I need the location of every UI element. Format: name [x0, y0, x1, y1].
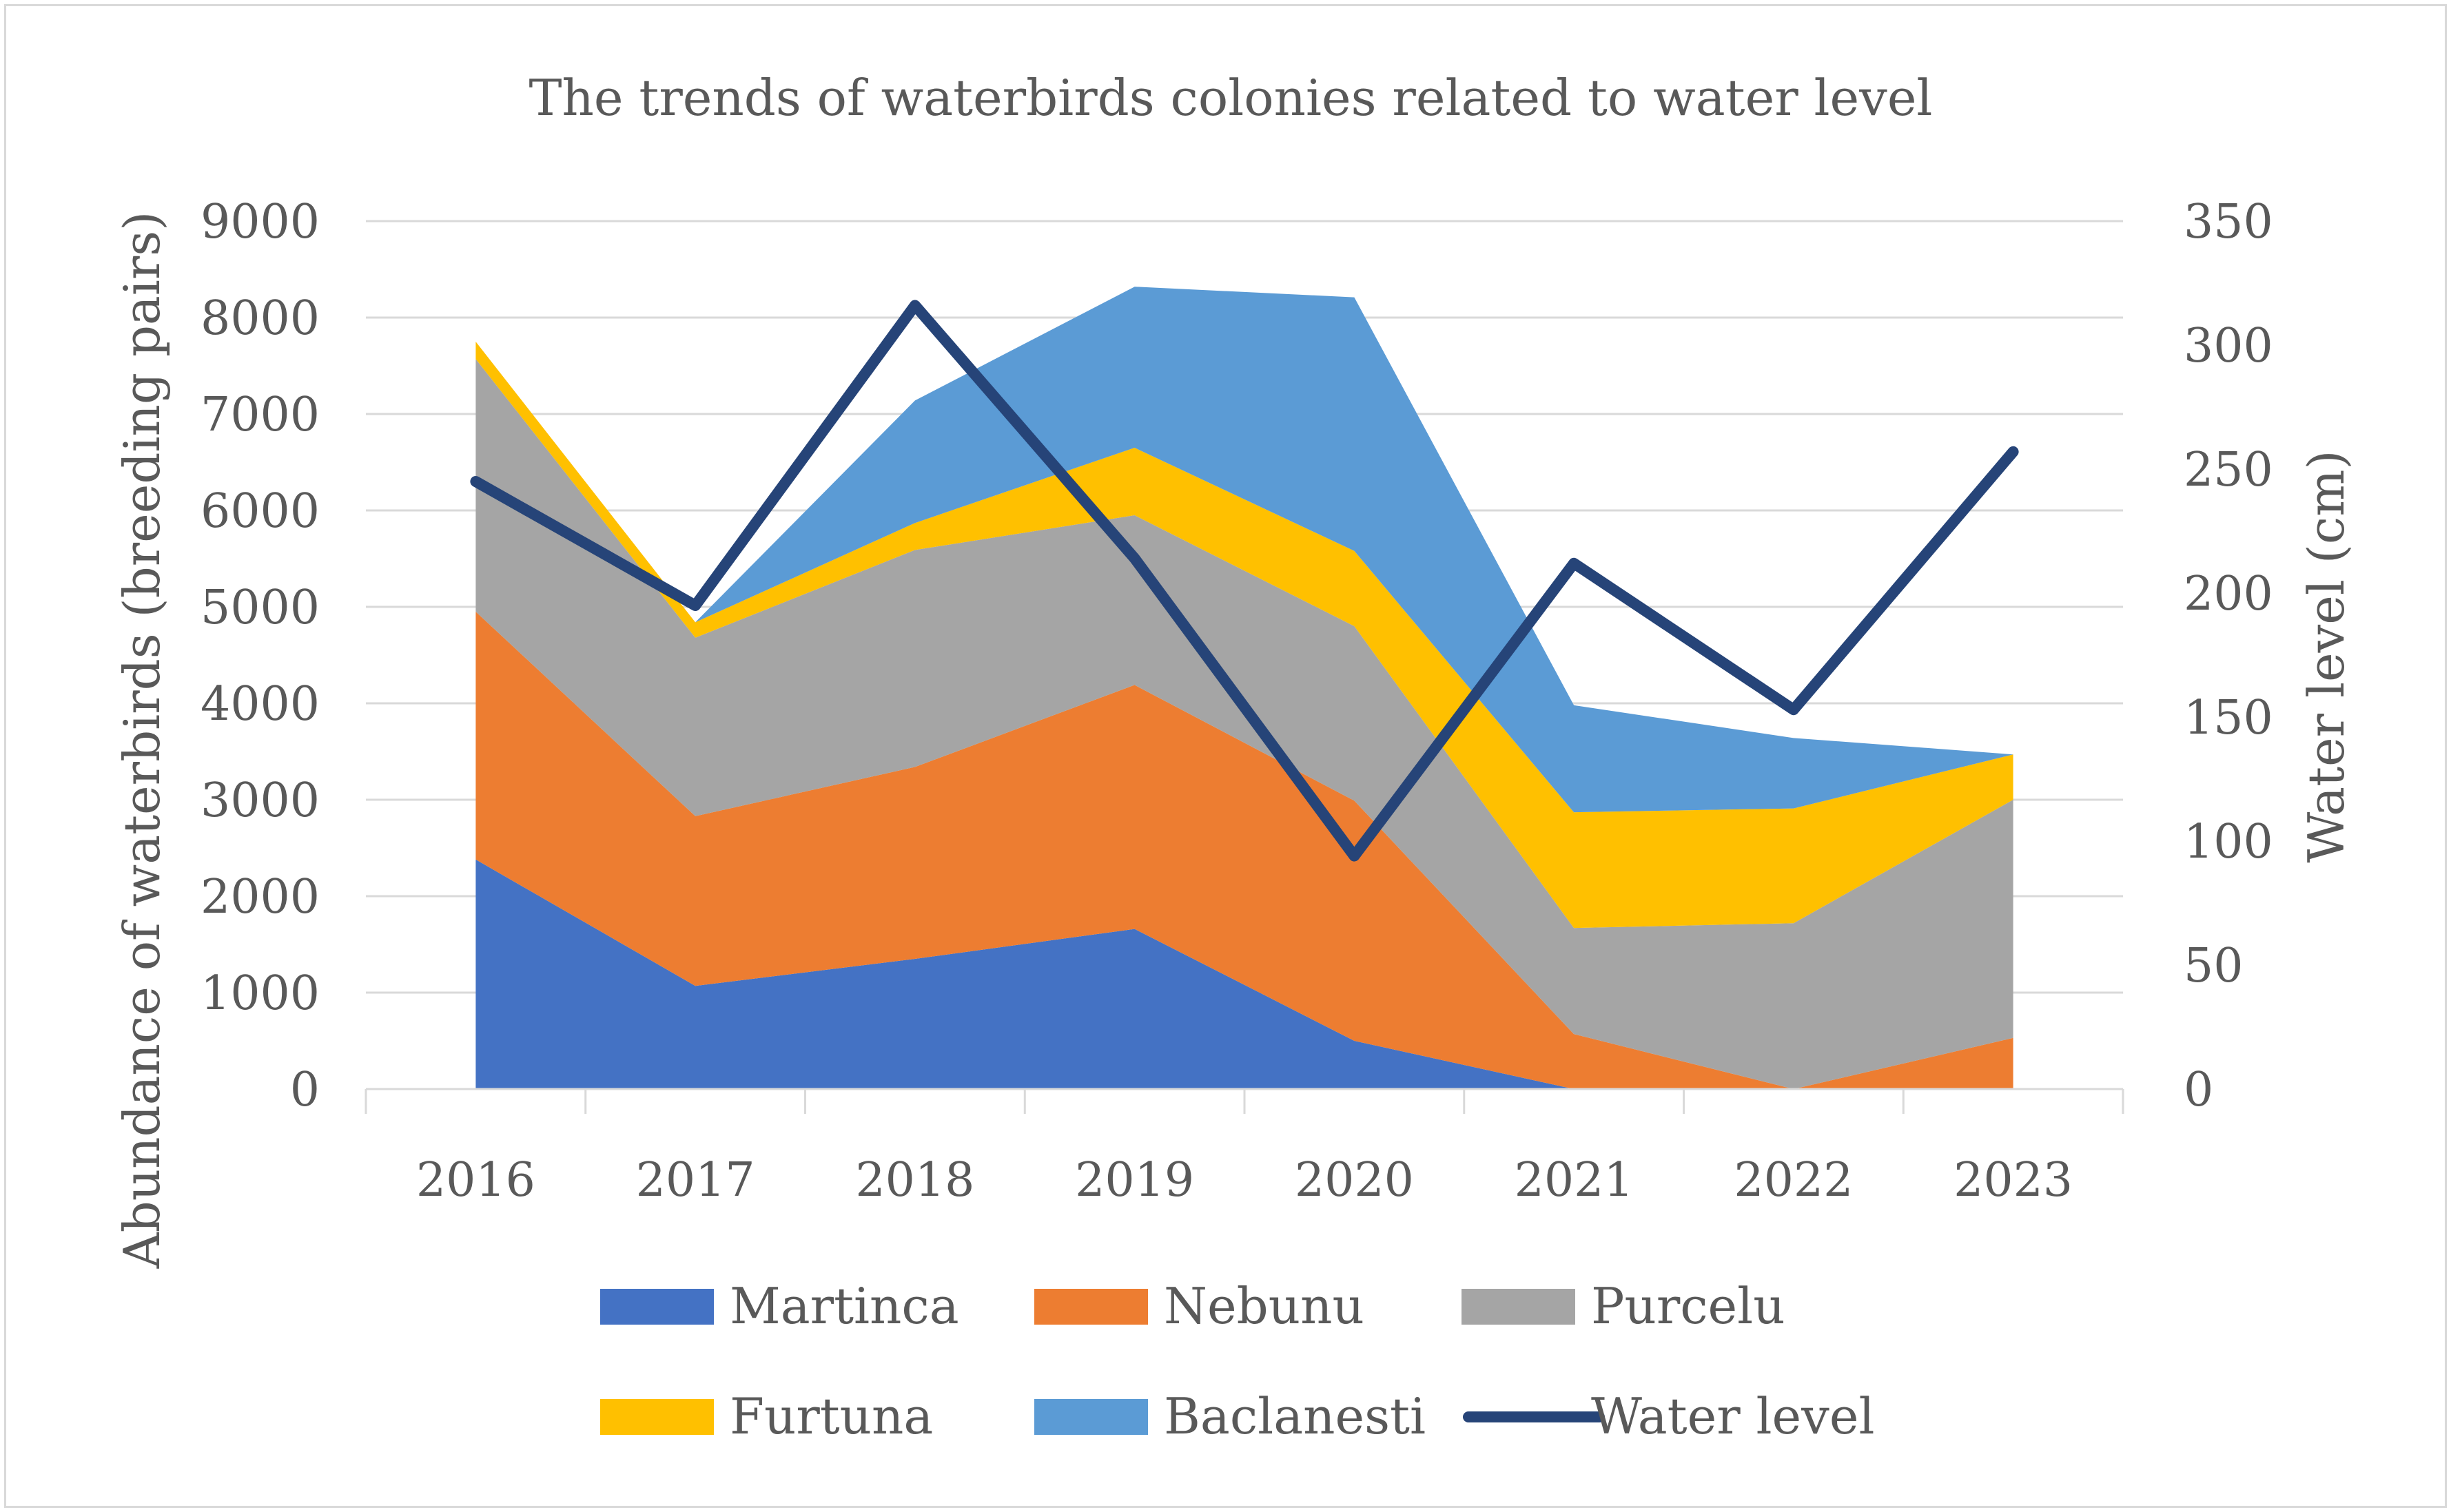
legend-swatch [600, 1289, 714, 1325]
area-series [475, 287, 2013, 1090]
legend-label: Nebunu [1164, 1277, 1364, 1335]
line-series [470, 300, 2019, 862]
legend-label: Water level [1591, 1387, 1874, 1445]
y2-tick-label: 200 [2184, 567, 2273, 621]
y-tick-label: 5000 [201, 581, 320, 635]
legend-item: Nebunu [1034, 1277, 1364, 1335]
area-baclanesti [475, 287, 2013, 813]
y2-tick-label: 50 [2184, 939, 2244, 993]
x-tick-label: 2022 [1734, 1153, 1853, 1208]
y2-tick-label: 250 [2184, 443, 2273, 497]
legend-label: Baclanesti [1164, 1387, 1426, 1445]
legend-item: Water level [1463, 1387, 1874, 1445]
x-tick-label: 2021 [1515, 1153, 1634, 1208]
line-water-level [470, 300, 2019, 862]
chart-title: The trends of waterbirds colonies relate… [529, 69, 1933, 127]
y2-tick-label: 100 [2184, 815, 2273, 869]
x-tick-label: 2018 [855, 1153, 974, 1208]
area-martinca [475, 859, 2013, 1089]
y2-tick-label: 0 [2184, 1063, 2213, 1117]
legend-item: Furtuna [600, 1387, 933, 1445]
x-tick-label: 2016 [416, 1153, 535, 1208]
y2-tick-label: 350 [2184, 195, 2273, 249]
legend-item: Baclanesti [1034, 1387, 1426, 1445]
y-tick-label: 0 [290, 1063, 320, 1117]
chart-svg: The trends of waterbirds colonies relate… [113, 69, 2355, 1445]
chart-frame: The trends of waterbirds colonies relate… [4, 4, 2447, 1508]
legend-swatch [1462, 1289, 1575, 1325]
legend-item: Purcelu [1462, 1277, 1785, 1335]
y-axis-label: Abundance of waterbirds (breeding pairs) [113, 211, 171, 1270]
x-tick-label: 2020 [1295, 1153, 1414, 1208]
legend-label: Purcelu [1591, 1277, 1785, 1335]
y-tick-label: 9000 [201, 195, 320, 249]
y2-axis-label: Water level (cm) [2297, 450, 2355, 862]
legend: Martinca Nebunu Purcelu Furtuna Baclanesti Wa… [600, 1277, 1874, 1445]
legend-label: Furtuna [730, 1387, 933, 1445]
axes: 0 1000 2000 3000 4000 5000 6000 7000 8000 9000 0 50… [201, 195, 2273, 1208]
area-purcelu [475, 359, 2013, 1090]
y-tick-label: 6000 [201, 484, 320, 539]
x-tick-label: 2019 [1075, 1153, 1194, 1208]
legend-swatch [600, 1399, 714, 1435]
x-tick-label: 2017 [636, 1153, 755, 1208]
y-tick-label: 3000 [201, 774, 320, 828]
y2-tick-label: 300 [2184, 319, 2273, 373]
legend-item: Martinca [600, 1277, 959, 1335]
y-tick-label: 1000 [201, 966, 320, 1021]
y-tick-label: 2000 [201, 870, 320, 924]
area-nebunu [475, 612, 2013, 1089]
y-tick-label: 7000 [201, 388, 320, 442]
legend-label: Martinca [730, 1277, 959, 1335]
y2-tick-label: 150 [2184, 691, 2273, 745]
y-tick-label: 4000 [201, 677, 320, 732]
y-tick-label: 8000 [201, 291, 320, 346]
x-tick-label: 2023 [1953, 1153, 2073, 1208]
area-furtuna [475, 342, 2013, 929]
legend-swatch [1034, 1399, 1148, 1435]
legend-swatch [1034, 1289, 1148, 1325]
